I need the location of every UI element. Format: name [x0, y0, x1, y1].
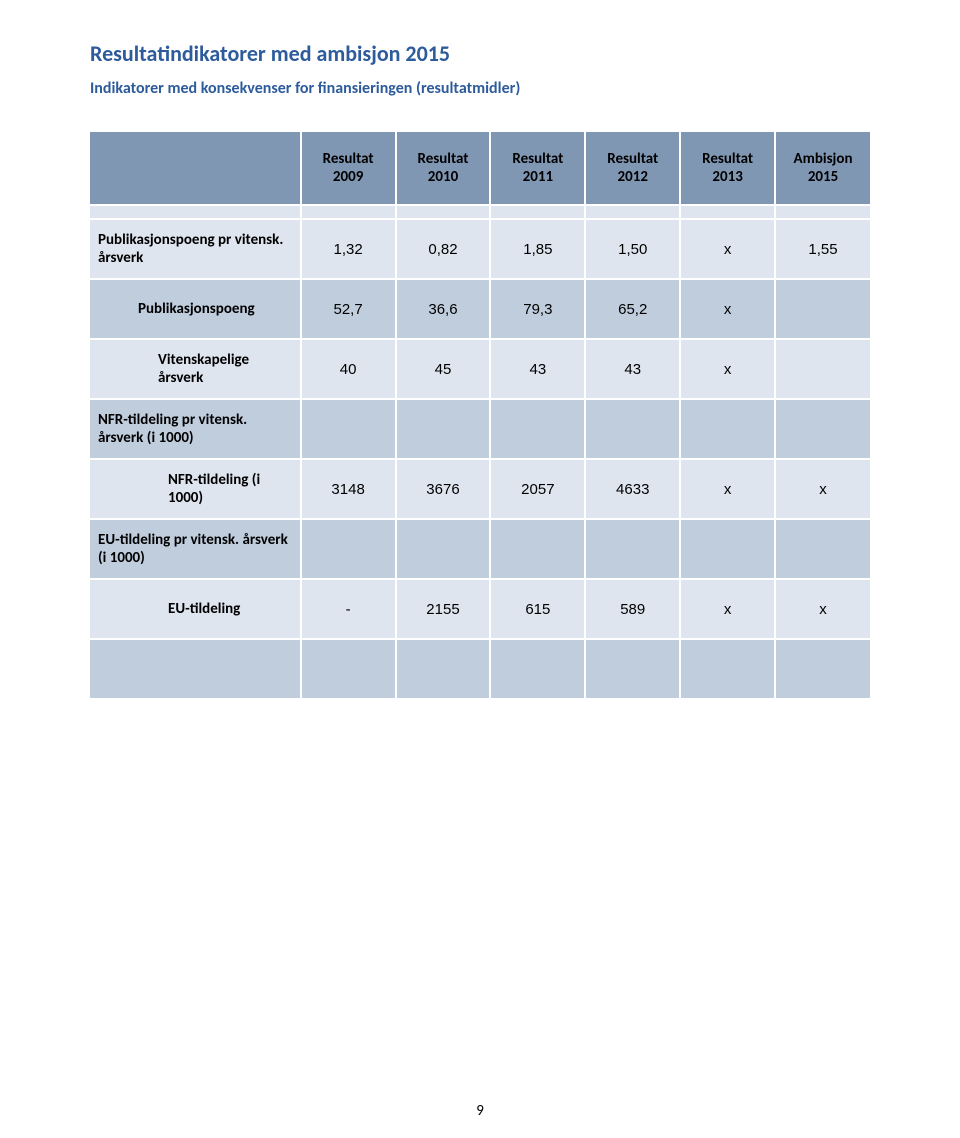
- header-year: 2015: [808, 168, 838, 186]
- cell: x: [775, 579, 870, 639]
- cell: [585, 399, 680, 459]
- row-label: Publikasjonspoeng: [90, 279, 301, 339]
- table-row: Vitenskapelige årsverk 40 45 43 43 x: [90, 339, 870, 399]
- cell: 52,7: [301, 279, 396, 339]
- table-header-row: Resultat 2009 Resultat 2010 Resultat 201…: [90, 132, 870, 205]
- header-col: Resultat 2011: [490, 132, 585, 205]
- header-label: Resultat: [702, 150, 753, 168]
- table-row: EU-tildeling - 2155 615 589 x x: [90, 579, 870, 639]
- table-row-blank: [90, 639, 870, 699]
- page-subtitle: Indikatorer med konsekvenser for finansi…: [90, 79, 870, 98]
- cell: 1,55: [775, 219, 870, 279]
- cell: x: [680, 279, 775, 339]
- cell: 0,82: [396, 219, 491, 279]
- indicators-table: Resultat 2009 Resultat 2010 Resultat 201…: [90, 132, 870, 700]
- cell: [301, 399, 396, 459]
- header-label: Resultat: [417, 150, 468, 168]
- cell: [396, 519, 491, 579]
- cell: 1,32: [301, 219, 396, 279]
- row-label: NFR-tildeling pr vitensk. årsverk (i 100…: [90, 399, 301, 459]
- header-year: 2012: [618, 168, 648, 186]
- table-row: EU-tildeling pr vitensk. årsverk (i 1000…: [90, 519, 870, 579]
- cell: [680, 399, 775, 459]
- header-empty: [90, 132, 301, 205]
- cell: 45: [396, 339, 491, 399]
- header-label: Resultat: [607, 150, 658, 168]
- header-col: Resultat 2010: [396, 132, 491, 205]
- cell: [775, 279, 870, 339]
- row-label: Vitenskapelige årsverk: [90, 339, 301, 399]
- header-col: Ambisjon 2015: [775, 132, 870, 205]
- cell: x: [775, 459, 870, 519]
- cell: 40: [301, 339, 396, 399]
- cell: 79,3: [490, 279, 585, 339]
- header-col: Resultat 2009: [301, 132, 396, 205]
- cell: 1,50: [585, 219, 680, 279]
- row-label: EU-tildeling: [90, 579, 301, 639]
- cell: 65,2: [585, 279, 680, 339]
- header-label: Resultat: [323, 150, 374, 168]
- row-label: Publikasjonspoeng pr vitensk. årsverk: [90, 219, 301, 279]
- table-row: Publikasjonspoeng 52,7 36,6 79,3 65,2 x: [90, 279, 870, 339]
- cell: 43: [585, 339, 680, 399]
- header-year: 2010: [428, 168, 458, 186]
- cell: 1,85: [490, 219, 585, 279]
- cell: 36,6: [396, 279, 491, 339]
- header-col: Resultat 2012: [585, 132, 680, 205]
- table-row: NFR-tildeling (i 1000) 3148 3676 2057 46…: [90, 459, 870, 519]
- cell: x: [680, 579, 775, 639]
- cell: x: [680, 459, 775, 519]
- header-year: 2009: [333, 168, 363, 186]
- cell: x: [680, 219, 775, 279]
- cell: [396, 399, 491, 459]
- page-title: Resultatindikatorer med ambisjon 2015: [90, 40, 870, 67]
- cell: [680, 519, 775, 579]
- cell: 2057: [490, 459, 585, 519]
- cell: [775, 399, 870, 459]
- row-label: NFR-tildeling (i 1000): [90, 459, 301, 519]
- cell: -: [301, 579, 396, 639]
- cell: 43: [490, 339, 585, 399]
- cell: 615: [490, 579, 585, 639]
- cell: [490, 399, 585, 459]
- cell: x: [680, 339, 775, 399]
- page-number: 9: [0, 1102, 960, 1120]
- cell: [775, 339, 870, 399]
- cell: [585, 519, 680, 579]
- table-row: NFR-tildeling pr vitensk. årsverk (i 100…: [90, 399, 870, 459]
- row-label: EU-tildeling pr vitensk. årsverk (i 1000…: [90, 519, 301, 579]
- header-year: 2013: [712, 168, 742, 186]
- header-year: 2011: [523, 168, 553, 186]
- header-col: Resultat 2013: [680, 132, 775, 205]
- cell: 2155: [396, 579, 491, 639]
- cell: [775, 519, 870, 579]
- cell: 3676: [396, 459, 491, 519]
- header-label: Ambisjon: [794, 150, 853, 168]
- table-row: Publikasjonspoeng pr vitensk. årsverk 1,…: [90, 219, 870, 279]
- header-label: Resultat: [512, 150, 563, 168]
- cell: [490, 519, 585, 579]
- cell: 4633: [585, 459, 680, 519]
- cell: 589: [585, 579, 680, 639]
- cell: [301, 519, 396, 579]
- cell: 3148: [301, 459, 396, 519]
